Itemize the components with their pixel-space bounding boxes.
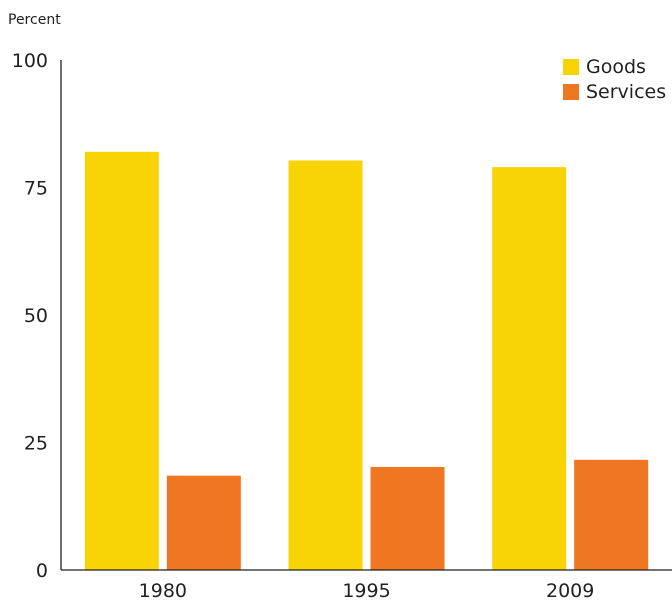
y-tick-label: 75: [24, 178, 48, 200]
bars: [84, 151, 649, 571]
x-axis-ticks: 1980 1995 2009: [139, 580, 595, 601]
x-tick-label: 2009: [546, 580, 594, 601]
bar-services-2009: [574, 459, 649, 570]
bar-goods-1995: [288, 160, 363, 570]
bar-services-1980: [166, 475, 241, 570]
y-axis-ticks: 0 25 50 75 100: [12, 50, 48, 582]
legend: Goods Services: [563, 56, 666, 103]
legend-swatch-services: [563, 84, 579, 100]
bar-goods-1980: [84, 151, 159, 571]
legend-swatch-goods: [563, 59, 579, 75]
y-axis-unit-label: Percent: [8, 12, 61, 28]
legend-label-goods: Goods: [586, 56, 646, 78]
y-tick-label: 25: [24, 433, 48, 455]
y-tick-label: 0: [36, 560, 48, 582]
y-tick-label: 50: [24, 305, 48, 327]
bar-services-1995: [370, 466, 445, 570]
bar-goods-2009: [492, 167, 567, 570]
legend-label-services: Services: [586, 81, 666, 103]
x-tick-label: 1995: [342, 580, 390, 601]
y-tick-label: 100: [12, 50, 48, 72]
x-tick-label: 1980: [139, 580, 187, 601]
